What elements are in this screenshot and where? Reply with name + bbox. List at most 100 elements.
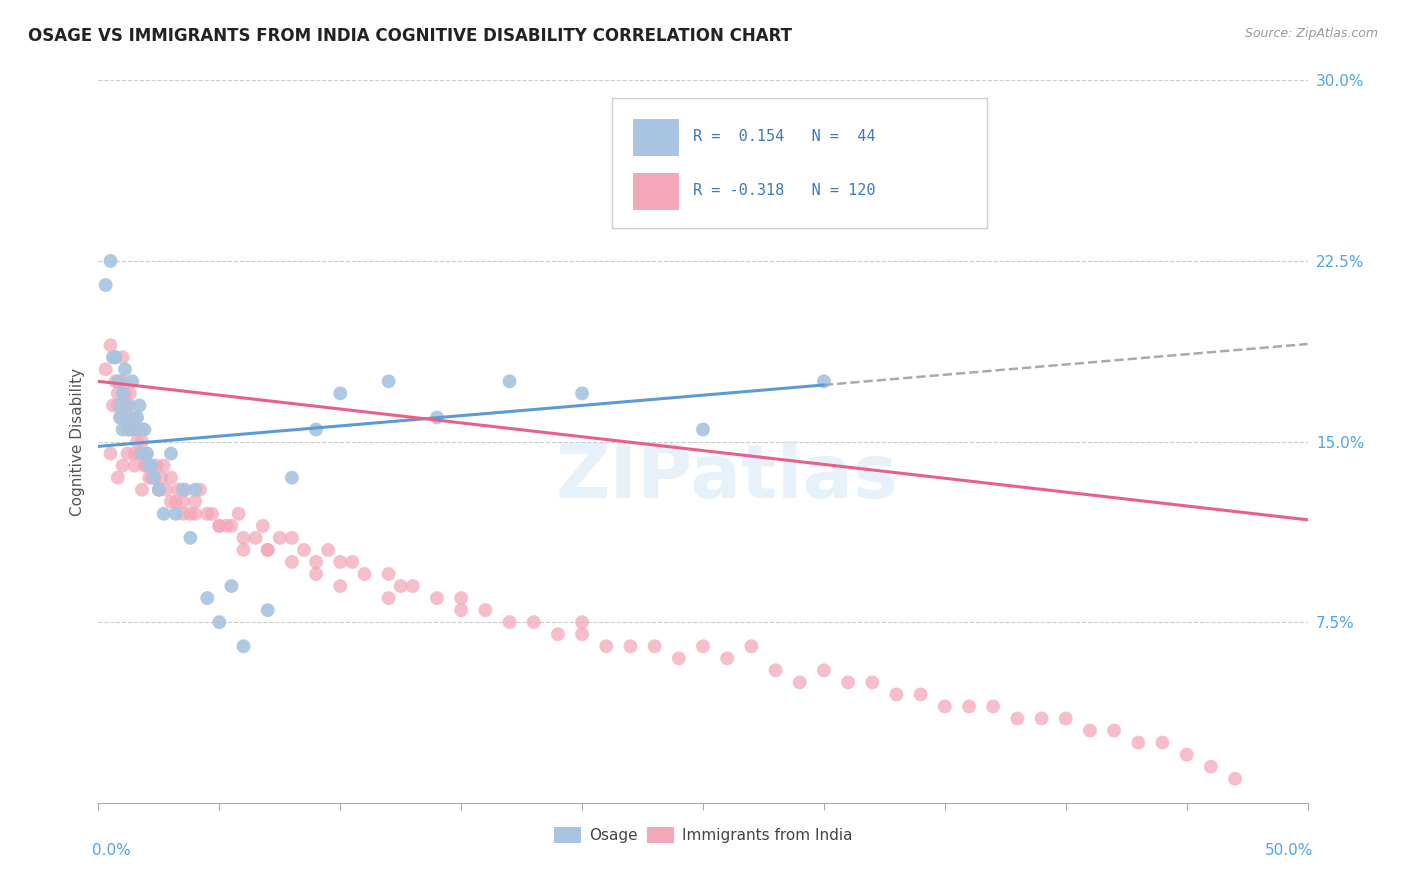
Point	[201, 507, 224, 521]
Point	[118, 386, 141, 401]
Point	[228, 507, 250, 521]
FancyBboxPatch shape	[633, 173, 679, 211]
Point	[1054, 712, 1077, 726]
Point	[252, 518, 274, 533]
Point	[152, 507, 174, 521]
Point	[329, 555, 352, 569]
Point	[644, 639, 666, 653]
Point	[127, 422, 149, 436]
Point	[160, 446, 183, 460]
Point	[789, 675, 811, 690]
Point	[934, 699, 956, 714]
Point	[188, 483, 211, 497]
Point	[595, 639, 617, 653]
Point	[426, 410, 449, 425]
Point	[131, 434, 153, 449]
Point	[152, 458, 174, 473]
Point	[1223, 772, 1246, 786]
Point	[281, 531, 304, 545]
Point	[101, 398, 124, 412]
Point	[172, 494, 194, 508]
Point	[141, 458, 163, 473]
Point	[155, 483, 177, 497]
Point	[619, 639, 641, 653]
Point	[1152, 735, 1174, 749]
Point	[692, 422, 714, 436]
Point	[245, 531, 267, 545]
FancyBboxPatch shape	[613, 98, 987, 228]
Point	[195, 507, 218, 521]
Point	[571, 386, 593, 401]
Point	[208, 615, 231, 630]
Point	[740, 639, 762, 653]
Point	[292, 542, 315, 557]
Point	[765, 664, 787, 678]
Point	[377, 591, 399, 605]
Point	[886, 687, 908, 701]
Point	[128, 398, 150, 412]
Point	[111, 398, 134, 412]
Text: ZIPatlas: ZIPatlas	[555, 442, 898, 514]
Point	[269, 531, 291, 545]
Point	[121, 422, 143, 436]
Point	[450, 603, 472, 617]
Point	[305, 422, 328, 436]
Point	[813, 374, 835, 388]
Point	[329, 579, 352, 593]
Point	[135, 458, 157, 473]
Point	[108, 374, 131, 388]
Point	[121, 374, 143, 388]
Point	[256, 603, 278, 617]
Point	[221, 518, 243, 533]
Point	[111, 422, 134, 436]
Text: Source: ZipAtlas.com: Source: ZipAtlas.com	[1244, 27, 1378, 40]
Point	[100, 253, 122, 268]
Point	[141, 470, 163, 484]
Point	[692, 639, 714, 653]
Point	[1102, 723, 1125, 738]
Point	[215, 518, 238, 533]
Point	[837, 675, 859, 690]
Point	[148, 483, 170, 497]
Point	[127, 434, 149, 449]
Point	[124, 446, 146, 460]
Point	[179, 507, 201, 521]
Point	[111, 386, 134, 401]
Point	[1175, 747, 1198, 762]
Point	[353, 567, 375, 582]
Point	[124, 422, 146, 436]
Point	[111, 374, 134, 388]
Point	[108, 398, 131, 412]
Point	[150, 470, 173, 484]
Point	[131, 422, 153, 436]
Point	[232, 531, 254, 545]
Point	[179, 531, 201, 545]
Text: OSAGE VS IMMIGRANTS FROM INDIA COGNITIVE DISABILITY CORRELATION CHART: OSAGE VS IMMIGRANTS FROM INDIA COGNITIVE…	[28, 27, 792, 45]
Point	[167, 483, 190, 497]
Point	[1031, 712, 1053, 726]
Point	[1128, 735, 1150, 749]
Point	[498, 615, 520, 630]
Y-axis label: Cognitive Disability: Cognitive Disability	[69, 368, 84, 516]
Point	[94, 277, 117, 292]
Point	[104, 374, 127, 388]
Point	[148, 483, 170, 497]
Point	[117, 410, 139, 425]
Point	[184, 507, 207, 521]
Text: R =  0.154   N =  44: R = 0.154 N = 44	[693, 129, 876, 145]
Text: 0.0%: 0.0%	[93, 843, 131, 857]
Point	[172, 507, 194, 521]
Point	[124, 458, 146, 473]
Point	[208, 518, 231, 533]
Point	[523, 615, 546, 630]
Point	[104, 350, 127, 364]
Point	[100, 338, 122, 352]
Point	[107, 398, 129, 412]
Point	[127, 410, 149, 425]
Point	[108, 410, 131, 425]
Point	[134, 458, 156, 473]
Point	[104, 350, 127, 364]
Point	[101, 350, 124, 364]
Point	[117, 422, 139, 436]
Point	[117, 398, 139, 412]
